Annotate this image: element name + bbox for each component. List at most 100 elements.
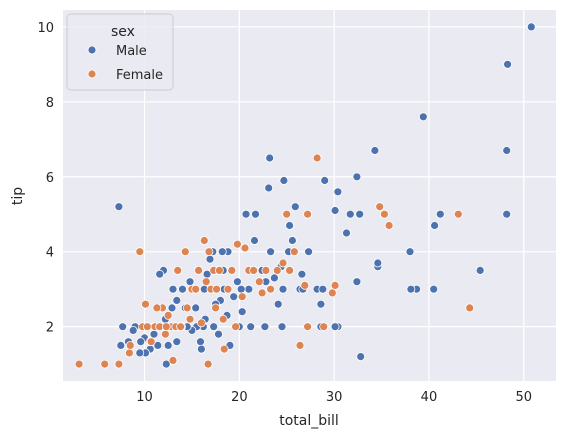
point-female [375, 202, 385, 212]
point-female [161, 322, 171, 332]
point-male [418, 112, 428, 122]
point-male [373, 258, 383, 268]
point-female [124, 348, 134, 358]
point-male [136, 337, 146, 347]
point-male [435, 209, 445, 219]
point-male [172, 295, 182, 305]
point-female [185, 314, 195, 324]
point-male [178, 284, 187, 294]
point-female [196, 318, 206, 328]
point-male [304, 247, 314, 257]
point-female [285, 265, 295, 275]
point-female [180, 247, 190, 257]
point-female [384, 221, 394, 230]
legend-marker-male [87, 45, 97, 55]
point-female [199, 236, 209, 245]
point-male [333, 187, 343, 197]
point-male [352, 172, 362, 182]
point-male [244, 284, 254, 294]
point-male [370, 146, 380, 155]
x-tick-label: 20 [231, 390, 248, 405]
point-female [231, 322, 241, 332]
point-female [176, 322, 186, 332]
point-female [168, 355, 178, 365]
point-male [502, 209, 512, 219]
point-female [141, 299, 150, 309]
point-female [289, 247, 299, 257]
point-male [196, 344, 206, 354]
point-male [167, 303, 177, 313]
point-male [135, 348, 145, 358]
x-tick-label: 50 [515, 390, 532, 405]
point-female [182, 303, 192, 313]
point-female [312, 153, 322, 163]
point-male [185, 277, 195, 287]
point-female [237, 292, 247, 302]
x-tick-label: 10 [136, 390, 153, 405]
points-layer [74, 22, 536, 369]
point-female [272, 265, 282, 275]
point-female [214, 265, 224, 275]
point-male [503, 59, 513, 69]
point-male [406, 284, 416, 294]
point-male [279, 176, 289, 185]
legend-label-male: Male [116, 44, 147, 59]
point-male [209, 322, 219, 332]
point-female [219, 344, 229, 354]
point-male [320, 176, 330, 185]
point-female [303, 209, 313, 219]
point-male [260, 322, 270, 332]
point-male [429, 284, 439, 294]
point-male [250, 236, 259, 245]
point-male [229, 292, 239, 302]
point-male [116, 340, 126, 350]
point-female [295, 340, 305, 350]
point-female [152, 303, 162, 313]
point-male [356, 352, 366, 362]
point-female [379, 209, 389, 219]
point-male [285, 221, 295, 230]
point-female [227, 265, 237, 275]
legend-label-female: Female [116, 68, 163, 83]
point-female [135, 247, 145, 257]
point-male [273, 299, 283, 309]
point-female [240, 243, 250, 253]
x-axis-label: total_bill [279, 413, 339, 429]
point-female [173, 265, 183, 275]
point-male [191, 303, 201, 313]
point-male [237, 307, 247, 317]
point-male [290, 202, 300, 212]
point-male [342, 228, 351, 238]
point-female [114, 359, 124, 369]
point-male [330, 322, 340, 332]
point-female [257, 288, 267, 298]
point-male [278, 284, 288, 294]
point-male [526, 22, 536, 32]
point-male [241, 209, 251, 219]
point-female [319, 322, 329, 332]
legend: sex Male Female [66, 13, 174, 91]
y-tick-label: 10 [37, 21, 54, 36]
point-male [153, 340, 163, 350]
y-axis-label: tip [10, 187, 26, 205]
point-female [74, 359, 84, 369]
point-female [146, 337, 156, 347]
point-female [163, 310, 173, 320]
point-male [316, 299, 326, 309]
point-male [266, 247, 276, 257]
point-female [160, 329, 170, 339]
point-male [149, 329, 159, 339]
point-male [475, 265, 485, 275]
point-female [211, 303, 221, 313]
point-female [191, 284, 201, 294]
point-male [155, 269, 165, 279]
y-tick-label: 6 [46, 171, 54, 186]
point-female [125, 340, 135, 350]
point-male [168, 284, 178, 294]
point-male [277, 322, 287, 332]
point-male [355, 209, 365, 219]
point-male [217, 247, 227, 257]
point-male [265, 153, 275, 163]
point-male [128, 325, 138, 335]
